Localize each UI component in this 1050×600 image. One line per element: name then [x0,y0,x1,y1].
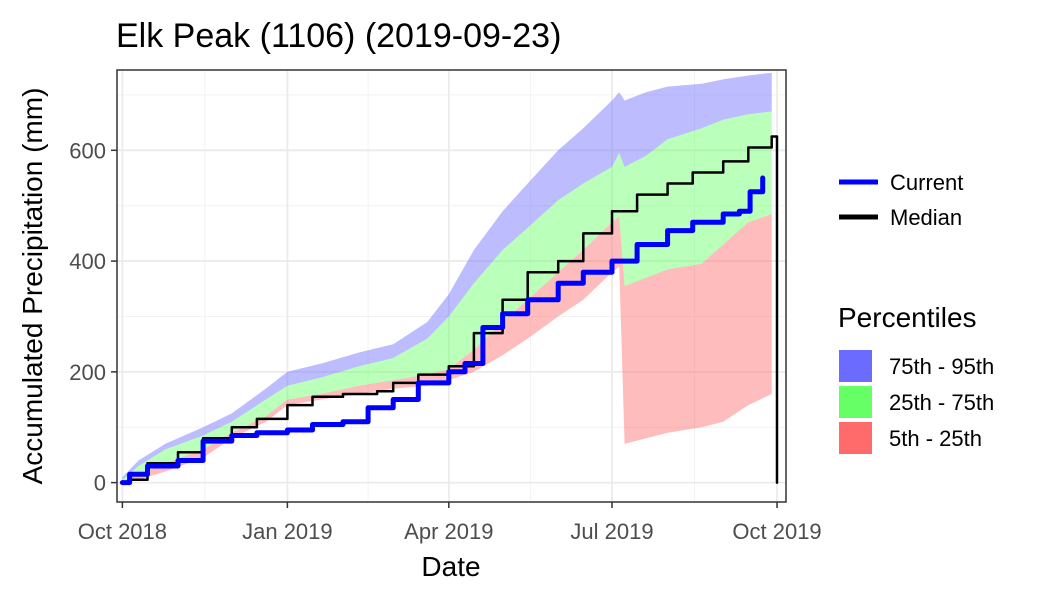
x-tick-label: Apr 2019 [404,519,493,544]
legend-5-25-swatch [839,422,872,454]
series-lines [119,135,779,486]
series-line-median [121,135,779,484]
legend-25-75-swatch [839,386,872,418]
y-tick-label: 200 [69,360,106,385]
legend: Current Median Percentiles 75th - 95th 2… [838,170,994,454]
x-axis-title: Date [421,551,480,582]
y-tick-label: 600 [69,138,106,163]
plot-panel-border [116,69,787,503]
x-tick-label: Jan 2019 [242,519,333,544]
minor-gridlines [117,70,786,502]
chart-title: Elk Peak (1106) (2019-09-23) [116,17,561,55]
band-5-25 [122,214,772,483]
percentile-bands [122,72,772,483]
x-axis: Oct 2018 Jan 2019 Apr 2019 Jul 2019 Oct 2019 [78,502,822,544]
series-line-current [119,175,766,486]
y-axis: 0 200 400 600 [69,138,117,496]
y-axis-title: Accumulated Precipitation (mm) [17,88,48,485]
legend-75-95-swatch [839,350,872,382]
legend-percentiles-title: Percentiles [838,302,977,333]
x-tick-label: Oct 2018 [78,519,167,544]
x-tick-label: Jul 2019 [570,519,653,544]
legend-25-75-label: 25th - 75th [889,390,994,415]
legend-median-label: Median [890,205,962,230]
legend-75-95-label: 75th - 95th [889,354,994,379]
x-tick-label: Oct 2019 [732,519,821,544]
plot-panel-background [117,70,786,502]
legend-current-label: Current [890,170,963,195]
legend-5-25-label: 5th - 25th [889,426,982,451]
y-tick-label: 0 [94,471,106,496]
y-tick-label: 400 [69,249,106,274]
band-25-75 [122,111,772,483]
band-75-95 [122,72,772,480]
